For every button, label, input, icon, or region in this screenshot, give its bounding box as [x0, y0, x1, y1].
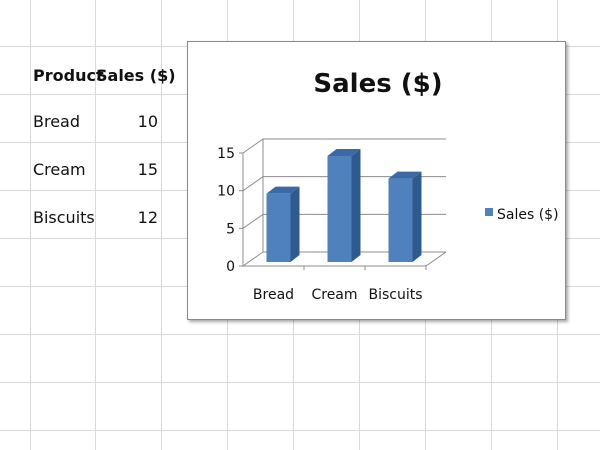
x-tick-label: Cream: [311, 287, 357, 303]
y-tick-label: 15: [217, 146, 235, 162]
bar: [388, 178, 413, 262]
bar: [266, 193, 291, 262]
bar-top: [327, 149, 361, 156]
sales-cell-bread[interactable]: 10: [137, 112, 158, 131]
product-cell-bread[interactable]: Bread: [33, 112, 81, 131]
bar-top: [388, 171, 422, 179]
gridline: [242, 251, 446, 267]
sales-cell-cream[interactable]: 15: [137, 160, 158, 179]
y-tick-label: 5: [226, 221, 235, 237]
bar: [327, 156, 352, 262]
legend-label: Sales ($): [497, 207, 559, 223]
legend-swatch: [485, 208, 493, 216]
product-cell-biscuits[interactable]: Biscuits: [33, 208, 95, 227]
floor-right-edge: [425, 251, 447, 267]
header-product-cell[interactable]: Product: [33, 66, 104, 85]
gridline: [242, 176, 446, 192]
gridline: [242, 138, 446, 154]
chart-object[interactable]: Sales ($) 0 5 10 15 Bread Cream Biscuits Sales…: [187, 41, 566, 320]
bar-side: [351, 149, 361, 262]
gridline: [242, 213, 446, 229]
product-cell-cream[interactable]: Cream: [33, 160, 86, 179]
chart-title: Sales ($): [313, 69, 442, 99]
bar-side: [412, 171, 422, 262]
x-tick-label: Biscuits: [368, 287, 422, 303]
bar-side: [290, 186, 300, 262]
bar-chart: Sales ($) 0 5 10 15 Bread Cream Biscuits Sales…: [217, 69, 559, 303]
y-tick-label: 10: [217, 184, 235, 200]
x-tick-label: Bread: [253, 287, 294, 303]
sales-cell-biscuits[interactable]: 12: [137, 208, 158, 227]
bar-top: [266, 186, 300, 194]
y-tick-label: 0: [226, 259, 235, 275]
header-sales-cell[interactable]: Sales ($): [96, 66, 176, 85]
